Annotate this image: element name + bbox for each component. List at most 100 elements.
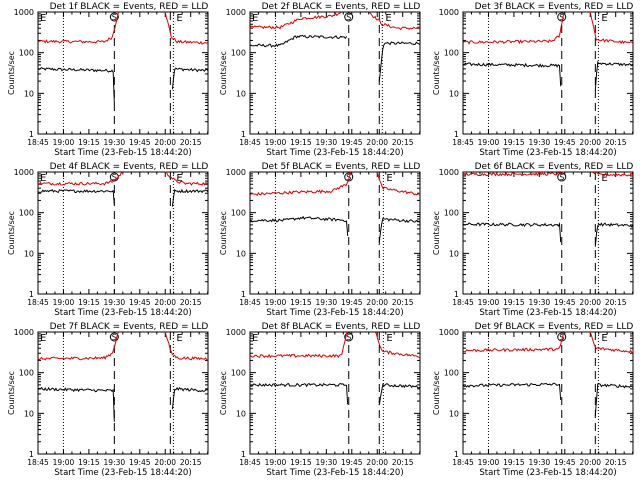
- x-tick-label: 19:15: [78, 298, 100, 307]
- annotation-circle: [344, 172, 354, 182]
- x-axis-label: Start Time (23-Feb-15 18:44:20): [266, 148, 403, 158]
- x-tick-label: 19:15: [503, 298, 525, 307]
- y-tick-label: 1000: [14, 328, 34, 337]
- x-tick-label: 19:45: [341, 298, 363, 307]
- lld-series-line: [249, 171, 352, 197]
- y-tick-label: 1: [454, 130, 459, 139]
- y-axis-label: Counts/sec: [7, 211, 16, 255]
- panel-title: Det 5f BLACK = Events, RED = LLD: [262, 162, 421, 172]
- x-tick-label: 20:15: [180, 138, 202, 147]
- annotation-s: S: [559, 173, 564, 182]
- y-tick-label: 1: [241, 290, 246, 299]
- x-tick-label: 20:00: [154, 298, 176, 307]
- x-tick-label: 19:00: [53, 298, 75, 307]
- x-tick-label: 20:15: [180, 298, 202, 307]
- x-tick-label: 19:00: [265, 298, 287, 307]
- lld-series-line: [368, 11, 421, 31]
- x-tick-label: 20:00: [579, 458, 601, 467]
- x-tick-label: 18:45: [452, 138, 474, 147]
- annotation-s: S: [112, 13, 117, 22]
- panel-title: Det 8f BLACK = Events, RED = LLD: [262, 322, 421, 332]
- x-tick-label: 19:45: [129, 458, 151, 467]
- x-axis-label: Start Time (23-Feb-15 18:44:20): [479, 148, 616, 158]
- annotation-e: E: [40, 173, 46, 184]
- x-tick-label: 19:45: [554, 298, 576, 307]
- events-series-line: [37, 386, 115, 422]
- events-series-line: [594, 383, 634, 417]
- y-tick-label: 10: [236, 409, 246, 418]
- detector-panel: Det 5f BLACK = Events, RED = LLD 1 10 100 10…: [219, 162, 421, 318]
- events-series-line: [171, 188, 209, 207]
- x-tick-label: 19:30: [316, 138, 338, 147]
- y-tick-label: 1: [241, 130, 246, 139]
- x-tick-label: 18:45: [452, 298, 474, 307]
- events-series-line: [249, 382, 349, 405]
- annotation-s: S: [346, 333, 351, 342]
- events-series-line: [462, 62, 562, 87]
- annotation-s: S: [112, 173, 117, 182]
- events-series-line: [462, 221, 562, 243]
- events-series-line: [171, 67, 209, 90]
- x-axis-label: Start Time (23-Feb-15 18:44:20): [479, 468, 616, 478]
- x-tick-label: 19:00: [478, 138, 500, 147]
- x-axis-label: Start Time (23-Feb-15 18:44:20): [54, 148, 191, 158]
- x-tick-label: 20:15: [392, 458, 414, 467]
- y-tick-label: 100: [231, 49, 246, 58]
- events-series-line: [462, 382, 562, 401]
- events-series-line: [37, 66, 115, 104]
- panel-title: Det 7f BLACK = Events, RED = LLD: [50, 322, 209, 332]
- x-tick-label: 20:15: [392, 298, 414, 307]
- x-tick-label: 19:15: [78, 458, 100, 467]
- y-axis-label: Counts/sec: [7, 51, 16, 95]
- detector-panel: Det 2f BLACK = Events, RED = LLD 1 10 100 10…: [219, 2, 421, 158]
- y-axis-label: Counts/sec: [432, 371, 441, 415]
- y-tick-label: 1: [29, 290, 34, 299]
- x-tick-label: 19:30: [104, 298, 126, 307]
- y-tick-label: 10: [236, 249, 246, 258]
- x-tick-label: 19:00: [478, 458, 500, 467]
- x-tick-label: 19:00: [53, 138, 75, 147]
- x-tick-label: 18:45: [239, 458, 261, 467]
- events-series-line: [249, 34, 348, 48]
- detector-panel: Det 1f BLACK = Events, RED = LLD 1 10 100 10…: [7, 2, 209, 158]
- x-tick-label: 19:00: [53, 458, 75, 467]
- y-tick-label: 10: [449, 249, 459, 258]
- y-tick-label: 1000: [439, 168, 459, 177]
- lld-series-line: [249, 11, 342, 30]
- x-tick-label: 19:15: [290, 298, 312, 307]
- lld-series-line: [164, 331, 209, 361]
- x-axis-label: Start Time (23-Feb-15 18:44:20): [54, 468, 191, 478]
- y-axis-label: Counts/sec: [7, 371, 16, 415]
- x-tick-label: 19:45: [341, 138, 363, 147]
- y-tick-label: 1: [29, 130, 34, 139]
- y-tick-label: 1000: [226, 8, 246, 17]
- x-tick-label: 19:45: [341, 458, 363, 467]
- panel-title: Det 6f BLACK = Events, RED = LLD: [475, 162, 634, 172]
- lld-series-line: [462, 171, 564, 177]
- y-tick-label: 10: [24, 89, 34, 98]
- annotation-e: E: [176, 13, 182, 24]
- annotation-s: S: [112, 333, 117, 342]
- events-series-line: [378, 217, 421, 243]
- events-series-line: [249, 215, 349, 236]
- annotation-s: S: [346, 13, 351, 22]
- lld-series-line: [164, 11, 209, 45]
- x-axis-label: Start Time (23-Feb-15 18:44:20): [479, 308, 616, 318]
- x-tick-label: 19:30: [529, 458, 551, 467]
- annotation-circle: [344, 332, 354, 342]
- y-tick-label: 100: [19, 369, 34, 378]
- annotation-e: E: [176, 173, 182, 184]
- detector-panel: Det 3f BLACK = Events, RED = LLD 1 10 100 10…: [432, 2, 634, 158]
- x-tick-label: 20:00: [366, 458, 388, 467]
- annotation-e: E: [386, 333, 392, 344]
- y-axis-label: Counts/sec: [432, 211, 441, 255]
- y-axis-label: Counts/sec: [219, 51, 228, 95]
- lld-series-line: [591, 171, 634, 177]
- lld-series-line: [37, 171, 123, 186]
- y-tick-label: 10: [24, 409, 34, 418]
- x-tick-label: 20:15: [605, 458, 627, 467]
- x-tick-label: 18:45: [452, 458, 474, 467]
- annotation-e: E: [601, 333, 607, 344]
- x-tick-label: 18:45: [27, 458, 49, 467]
